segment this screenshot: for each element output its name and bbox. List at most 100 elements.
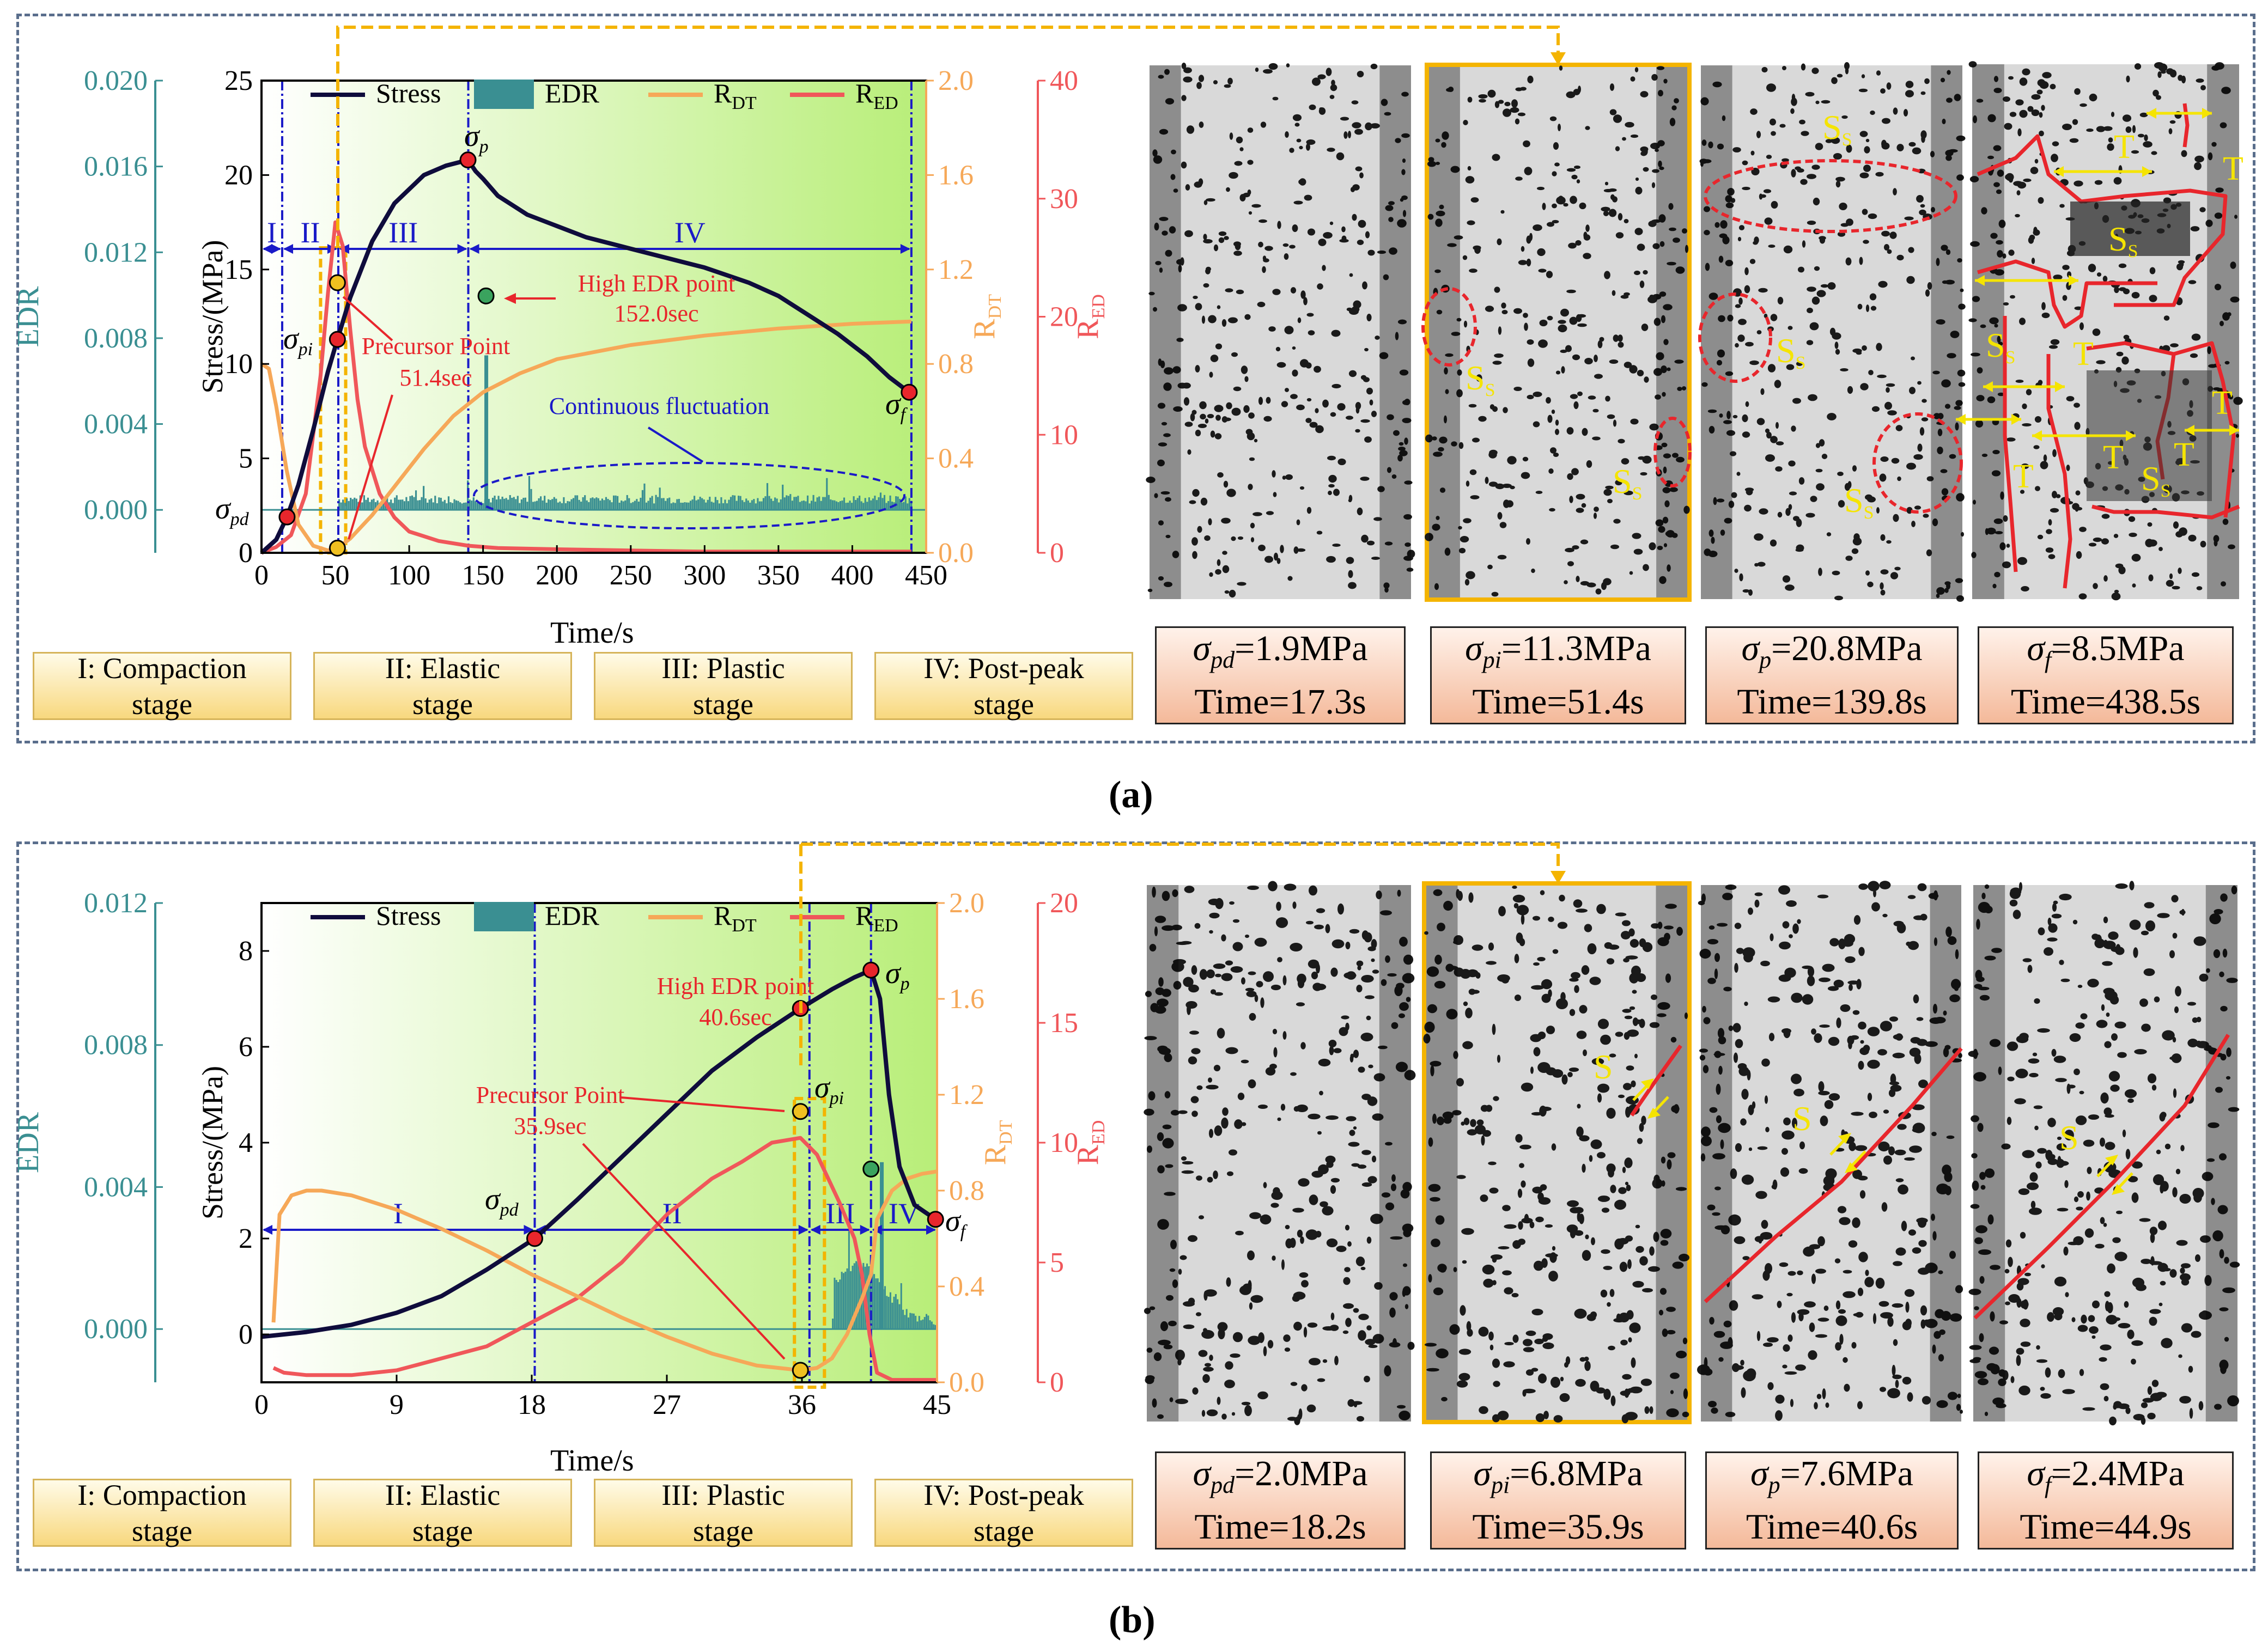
speckle [1940, 77, 1945, 83]
speckle [2131, 1358, 2136, 1365]
speckle [1971, 552, 1977, 558]
speckle [2115, 883, 2128, 889]
shear-slip-label: SS [1986, 326, 2016, 368]
speckle [1583, 234, 1591, 241]
speckle [1609, 1053, 1616, 1058]
speckle [1383, 274, 1389, 280]
edr-bar [528, 476, 531, 510]
speckle [1326, 1238, 1338, 1248]
speckle [1663, 339, 1669, 345]
speckle [1579, 1005, 1588, 1014]
speckle [1531, 1308, 1543, 1316]
edr-bar [399, 499, 402, 510]
edr-bar [661, 498, 663, 510]
speckle [1364, 1375, 1370, 1383]
speckle [1296, 138, 1302, 143]
speckle [1280, 545, 1284, 553]
speckle [1486, 961, 1497, 965]
speckle [1465, 1008, 1473, 1018]
speckle [1215, 414, 1221, 421]
speckle [1884, 401, 1892, 410]
speckle [1956, 174, 1964, 181]
speckle [1685, 245, 1689, 253]
speckle [1704, 206, 1710, 212]
speckle [1716, 1115, 1722, 1124]
speckle [1868, 881, 1880, 892]
label-sub: ED [1089, 294, 1109, 319]
speckle [2005, 1239, 2012, 1248]
edr-bar [640, 497, 642, 510]
speckle [1301, 1384, 1308, 1392]
edr-bar [860, 501, 862, 510]
edr-bar [802, 500, 805, 510]
speckle [2089, 1326, 2099, 1334]
speckle [1975, 420, 1984, 428]
speckle [2113, 534, 2119, 538]
speckle [1656, 66, 1665, 70]
speckle [1357, 1416, 1364, 1422]
speckle [1402, 1263, 1408, 1267]
edr-bar [732, 495, 734, 510]
info-value: =2.0MPa [1235, 1454, 1368, 1494]
speckle [1402, 1289, 1406, 1297]
edr-bar [735, 501, 738, 510]
speckle [1581, 965, 1590, 975]
speckle [1878, 1301, 1889, 1307]
edr-bar [923, 1317, 926, 1329]
speckle [1397, 889, 1401, 897]
speckle [1947, 353, 1956, 358]
tension-label: T [2013, 458, 2034, 495]
speckle [2180, 1145, 2185, 1151]
edr-tick-label: 0.020 [84, 65, 148, 96]
speckle [1348, 582, 1357, 589]
speckle [1711, 536, 1715, 544]
speckle [2150, 1256, 2155, 1266]
speckle [1796, 362, 1803, 366]
speckle [1346, 557, 1354, 564]
edr-bar [837, 1282, 840, 1329]
speckle [1843, 940, 1853, 947]
edr-bar [901, 502, 903, 510]
speckle [1258, 545, 1266, 551]
speckle [1703, 1368, 1713, 1376]
label-sub: DT [732, 916, 757, 936]
speckle [1352, 213, 1357, 221]
speckle [1870, 110, 1875, 115]
legend-label: RED [855, 900, 898, 936]
crack-line [2182, 103, 2190, 148]
red-tick-label: 40 [1050, 65, 1078, 96]
speckle [2169, 573, 2173, 580]
stage-box-a-2: II: Elastic stage [313, 652, 572, 721]
speckle [1782, 1364, 1787, 1369]
speckle [2194, 162, 2202, 170]
speckle [1584, 358, 1593, 364]
edr-bar [853, 1263, 855, 1329]
speckle [1316, 908, 1325, 913]
speckle [2082, 1407, 2095, 1411]
speckle [1737, 334, 1745, 342]
speckle [1740, 1359, 1744, 1366]
edr-bar [457, 501, 459, 510]
speckle [1442, 131, 1449, 140]
speckle [1345, 1317, 1352, 1327]
speckle [1718, 255, 1724, 263]
speckle [1277, 957, 1282, 962]
speckle [1241, 1122, 1247, 1126]
speckle [1708, 1401, 1717, 1407]
speckle [1597, 1018, 1609, 1029]
label-sub: pi [297, 339, 313, 359]
speckle [1717, 923, 1728, 927]
speckle [1699, 158, 1708, 164]
speckle [1815, 143, 1823, 150]
speckle [1397, 219, 1407, 228]
crack-ellipse [1698, 292, 1772, 383]
speckle [1257, 1391, 1268, 1400]
speckle [1791, 1312, 1796, 1323]
speckle [1720, 220, 1728, 229]
arrowhead [469, 244, 479, 254]
speckle [1976, 395, 1985, 401]
speckle [1845, 257, 1852, 266]
speckle [1487, 89, 1496, 98]
speckle [2234, 215, 2237, 219]
speckle [2074, 180, 2083, 187]
